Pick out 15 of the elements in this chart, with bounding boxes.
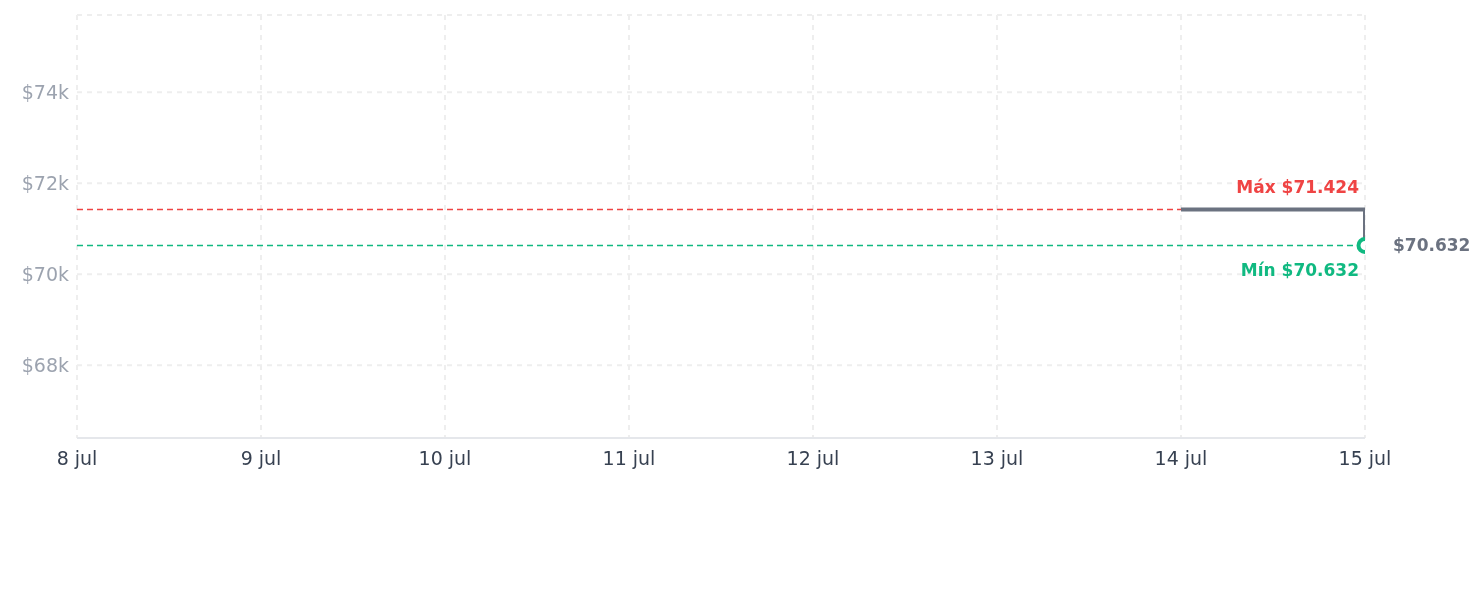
- y-tick-label: $74k: [21, 81, 69, 104]
- x-tick-label: 13 jul: [970, 447, 1024, 470]
- data-label: $70.632: [1393, 235, 1471, 256]
- x-tick-label: 14 jul: [1154, 447, 1208, 470]
- x-tick-label: 12 jul: [786, 447, 840, 470]
- y-tick-label: $70k: [21, 263, 69, 285]
- x-tick-label: 9 jul: [240, 447, 282, 470]
- x-tick-label: 11 jul: [602, 447, 656, 470]
- x-tick-label: 8 jul: [56, 447, 98, 470]
- ref-line-label: Máx $71.424: [1236, 177, 1360, 198]
- ref-line-label: Mín $70.632: [1240, 259, 1359, 280]
- y-tick-label: $72k: [21, 172, 69, 195]
- x-tick-label: 15 jul: [1338, 447, 1392, 470]
- x-tick-label: 10 jul: [418, 447, 472, 470]
- y-tick-label: $68k: [21, 353, 69, 376]
